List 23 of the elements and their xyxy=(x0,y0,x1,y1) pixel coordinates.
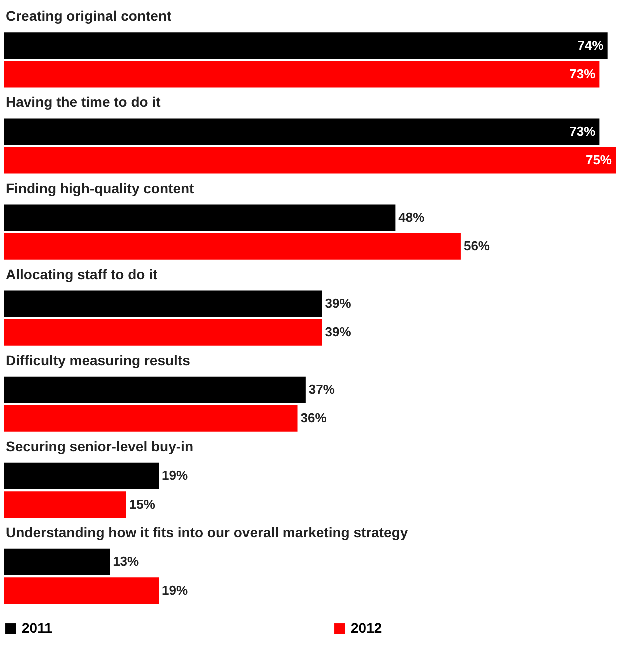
y-tick-label: Allocating staff to do it xyxy=(6,266,158,282)
data-label: 36% xyxy=(300,410,328,426)
data-label: 15% xyxy=(129,496,156,512)
legend-label: 2011 xyxy=(22,620,53,636)
data-label: 19% xyxy=(162,468,188,484)
data-label: 13% xyxy=(113,554,140,570)
data-label: 75% xyxy=(586,152,612,168)
data-label: 74% xyxy=(578,38,604,53)
data-label: 73% xyxy=(570,66,596,82)
y-tick-label: Creating original content xyxy=(6,8,172,24)
data-label: 56% xyxy=(464,238,490,254)
y-tick-label: Finding high-quality content xyxy=(6,180,195,196)
y-tick-label: Difficulty measuring results xyxy=(6,352,191,368)
data-label: 19% xyxy=(162,582,188,598)
data-label: 48% xyxy=(398,210,426,225)
data-label: 39% xyxy=(325,296,352,311)
data-label: 73% xyxy=(570,124,596,139)
y-tick-label: Securing senior-level buy-in xyxy=(6,438,194,454)
y-tick-label: Having the time to do it xyxy=(6,94,162,110)
legend-label: 2012 xyxy=(351,620,382,636)
y-tick-label: Understanding how it fits into our overall marketing strategy xyxy=(6,524,408,540)
data-label: 39% xyxy=(325,324,352,340)
data-label: 37% xyxy=(308,382,336,398)
